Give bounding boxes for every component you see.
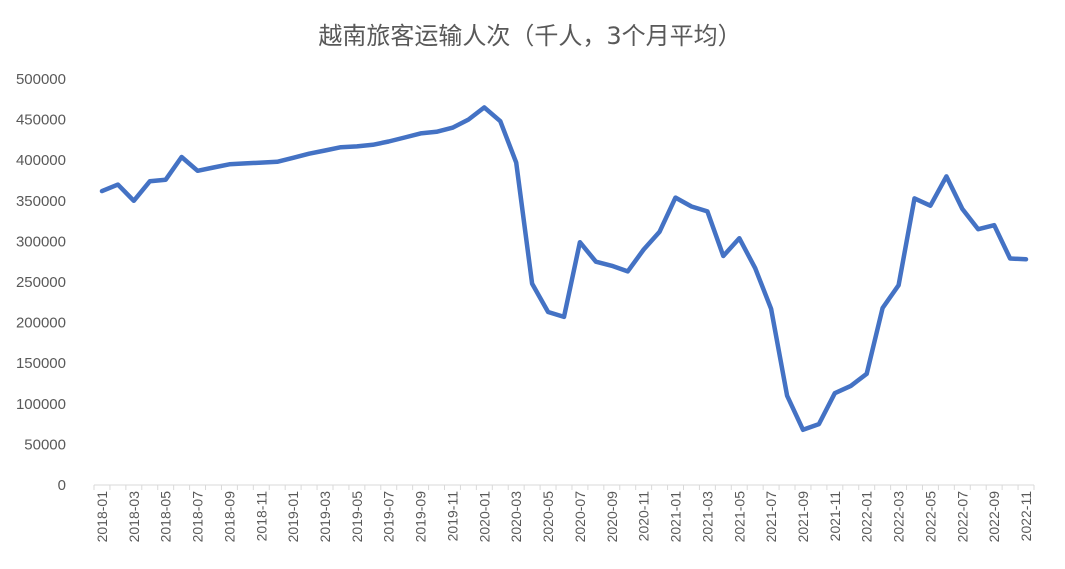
y-tick-label: 250000 — [16, 274, 66, 291]
x-tick-label: 2018-05 — [158, 491, 174, 543]
x-tick-label: 2020-03 — [508, 491, 524, 543]
x-tick-label: 2021-07 — [763, 491, 779, 543]
x-tick-label: 2018-03 — [126, 491, 142, 543]
y-tick-label: 150000 — [16, 355, 66, 372]
x-tick-label: 2020-11 — [636, 491, 652, 542]
x-tick-label: 2019-07 — [381, 491, 397, 543]
y-tick-label: 350000 — [16, 193, 66, 210]
x-tick-label: 2021-11 — [827, 491, 843, 542]
x-tick-label: 2022-05 — [922, 491, 938, 543]
x-tick-label: 2022-07 — [954, 491, 970, 543]
x-tick-label: 2022-01 — [859, 491, 875, 543]
series-layer — [99, 105, 1029, 433]
y-tick-label: 450000 — [16, 112, 66, 129]
y-tick-label: 0 — [58, 477, 66, 494]
x-tick-label: 2020-01 — [476, 491, 492, 543]
x-tick-label: 2020-05 — [540, 491, 556, 543]
y-tick-label: 50000 — [24, 436, 66, 453]
x-axis-ticks: 2018-01 2018-03 2018-05 2018-07 2018-09 2018-… — [94, 491, 1034, 543]
x-tick-label: 2020-07 — [572, 491, 588, 543]
x-tick-label: 2018-01 — [94, 491, 110, 543]
x-tick-label: 2019-03 — [317, 491, 333, 543]
x-tick-label: 2021-09 — [795, 491, 811, 543]
x-tick-label: 2021-05 — [731, 491, 747, 543]
x-tick-label: 2018-11 — [253, 491, 269, 542]
x-axis — [93, 484, 1035, 490]
x-tick-label: 2022-09 — [986, 491, 1002, 543]
x-tick-label: 2021-01 — [668, 491, 684, 543]
y-tick-label: 200000 — [16, 315, 66, 332]
x-tick-label: 2019-05 — [349, 491, 365, 543]
chart-title: 越南旅客运输人次（千人，3个月平均） — [318, 22, 741, 50]
series-line — [99, 105, 1029, 433]
x-tick-label: 2019-01 — [285, 491, 301, 543]
x-tick-label: 2019-09 — [413, 491, 429, 543]
y-axis-ticks: 0 50000 100000 150000 200000 250000 300000 3500… — [16, 71, 66, 494]
y-tick-label: 100000 — [16, 396, 66, 413]
y-tick-label: 300000 — [16, 233, 66, 250]
x-tick-label: 2020-09 — [604, 491, 620, 543]
x-tick-label: 2019-11 — [444, 491, 460, 542]
x-tick-label: 2021-03 — [699, 491, 715, 543]
x-tick-label: 2018-07 — [190, 491, 206, 543]
x-tick-label: 2022-11 — [1018, 491, 1034, 542]
y-tick-label: 500000 — [16, 71, 66, 88]
x-tick-label: 2022-03 — [891, 491, 907, 543]
x-tick-label: 2018-09 — [221, 491, 237, 543]
y-tick-label: 400000 — [16, 152, 66, 169]
